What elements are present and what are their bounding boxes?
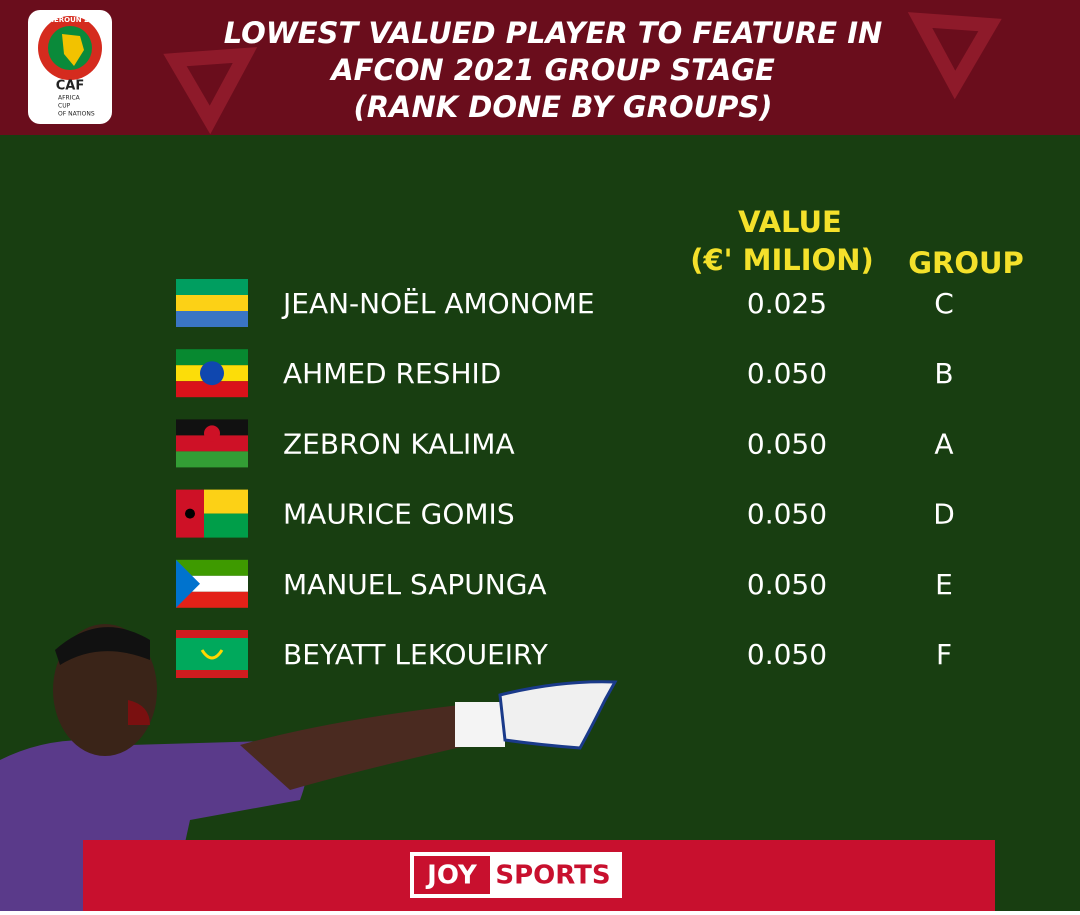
flag-stripe (176, 381, 248, 398)
player-name: AHMED RESHID (283, 357, 501, 390)
decor (163, 12, 1002, 135)
logo-main: CAF (56, 79, 84, 94)
flag-stripe (176, 670, 248, 678)
flag-stripe (176, 591, 248, 608)
flag-stripe (176, 630, 248, 638)
flag (176, 349, 248, 398)
table-row: BEYATT LEKOUEIRY 0.050 F (176, 630, 952, 678)
player-group: D (933, 498, 955, 531)
flag-stripe (176, 559, 248, 576)
flag-stripe (176, 662, 248, 670)
player-name: MAURICE GOMIS (283, 498, 515, 531)
brand-sports: SPORTS (495, 861, 610, 891)
logo-top: CAMEROUN 2021 (36, 16, 103, 24)
player-group: C (934, 287, 954, 320)
player-group: E (935, 568, 953, 601)
flag (176, 489, 248, 538)
table-row: JEAN-NOËL AMONOME 0.025 C (176, 279, 954, 327)
table-row: AHMED RESHID 0.050 B (176, 349, 954, 398)
player-group: A (934, 427, 953, 460)
player-name: ZEBRON KALIMA (283, 427, 515, 460)
flag-emblem (204, 425, 220, 442)
table-row: MAURICE GOMIS 0.050 D (176, 489, 955, 538)
player-photo (0, 624, 618, 911)
player-value: 0.025 (747, 287, 827, 320)
flag-emblem (200, 649, 224, 660)
player-value: 0.050 (747, 638, 827, 671)
flag (176, 419, 248, 468)
flag-stripe (176, 349, 248, 366)
brand-logo: JOY SPORTS (410, 852, 622, 898)
flag (176, 559, 248, 608)
title-line: LOWEST VALUED PLAYER TO FEATURE IN (224, 16, 883, 50)
column-header: GROUP (908, 246, 1024, 280)
flag-emblem (185, 508, 195, 519)
logo: CAMEROUN 2021 CAF AFRICA CUP OF NATIONS (28, 10, 112, 124)
flag-stripe (176, 279, 248, 295)
flag (176, 630, 248, 678)
flag-stripe (176, 451, 248, 468)
flag-stripe (176, 295, 248, 311)
player-name: JEAN-NOËL AMONOME (281, 287, 595, 320)
logo-sub: AFRICA (58, 95, 81, 102)
flag-stripe (176, 435, 248, 452)
player-value: 0.050 (747, 427, 827, 460)
logo-sub: CUP (58, 103, 71, 110)
brand-joy: JOY (425, 861, 478, 891)
player-name: BEYATT LEKOUEIRY (283, 638, 549, 671)
player-value: 0.050 (747, 498, 827, 531)
player-value: 0.050 (747, 568, 827, 601)
table-row: MANUEL SAPUNGA 0.050 E (176, 559, 953, 608)
flag (176, 279, 248, 327)
title-line: (RANK DONE BY GROUPS) (353, 90, 772, 124)
logo-sub: OF NATIONS (58, 111, 95, 118)
player-group: B (934, 357, 953, 390)
column-header: (€' MILION) (690, 243, 874, 277)
flag-stripe (176, 646, 248, 654)
player-group: F (936, 638, 952, 671)
flag-emblem (200, 361, 224, 386)
title-line: AFCON 2021 GROUP STAGE (329, 53, 775, 87)
rows: JEAN-NOËL AMONOME 0.025 C AHMED RESHID 0.050… (176, 279, 955, 678)
table-row: ZEBRON KALIMA 0.050 A (176, 419, 954, 468)
flag-emblem (176, 559, 200, 608)
column-header: VALUE (738, 205, 842, 239)
flag-stripe (176, 638, 248, 646)
player-name: MANUEL SAPUNGA (283, 568, 547, 601)
flag-stripe (204, 489, 248, 514)
flag-stripe (176, 311, 248, 327)
flag-stripe (204, 513, 248, 538)
player-value: 0.050 (747, 357, 827, 390)
